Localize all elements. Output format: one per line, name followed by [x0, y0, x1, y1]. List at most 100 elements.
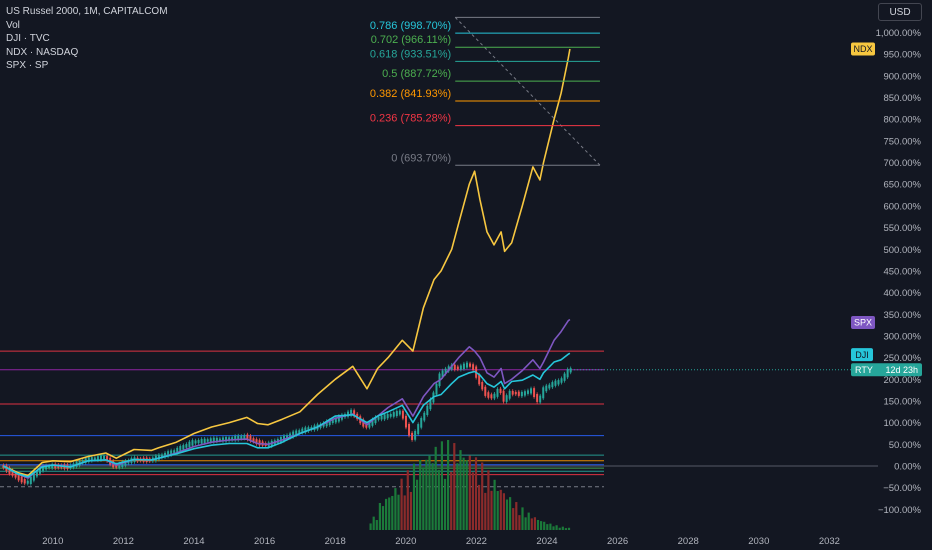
rty-candle	[182, 445, 185, 450]
rty-candle	[392, 412, 395, 417]
rty-candle	[215, 437, 218, 442]
legend-main-symbol[interactable]: US Russel 2000, 1M, CAPITALCOM	[6, 6, 168, 17]
volume-bar	[490, 490, 493, 530]
volume-bar	[403, 495, 406, 530]
rty-candle	[93, 457, 96, 460]
legend-ndx[interactable]: NDX · NASDAQ	[6, 46, 79, 58]
rty-candle	[164, 452, 167, 458]
rty-candle	[304, 427, 307, 433]
fib-trend-line	[454, 16, 601, 166]
rty-candle	[337, 415, 340, 422]
series-line-dji	[3, 352, 571, 478]
volume-bar	[471, 472, 474, 530]
rty-candle	[26, 480, 29, 484]
x-axis-tick-label: 2026	[607, 536, 628, 547]
rty-candle	[8, 467, 11, 474]
y-axis-tick-label: 750.00%	[883, 136, 921, 147]
rty-candle	[206, 439, 209, 442]
rty-candle	[347, 411, 350, 417]
y-axis-tick-label: −100.00%	[878, 505, 922, 516]
rty-candle	[14, 473, 17, 478]
volume-bar	[422, 467, 425, 530]
rty-candle	[298, 430, 301, 434]
rty-candle	[307, 427, 310, 432]
volume-bar	[478, 484, 481, 530]
volume-bar	[474, 457, 478, 530]
volume-bar	[493, 479, 496, 530]
rty-candle	[408, 423, 411, 436]
volume-bar	[443, 478, 447, 530]
rty-candle	[487, 392, 490, 398]
rty-candle	[118, 463, 121, 468]
volume-bar	[552, 526, 555, 530]
y-axis-tick-label: 550.00%	[883, 223, 921, 234]
y-axis-tick-label: 50.00%	[889, 440, 922, 451]
rty-candle	[377, 416, 380, 420]
rty-candle	[96, 456, 99, 461]
rty-candle	[45, 465, 48, 470]
rty-candle	[221, 437, 224, 442]
volume-bar	[502, 493, 505, 530]
rty-candle	[395, 410, 398, 417]
y-axis-tick-label: 500.00%	[883, 245, 921, 256]
rty-candle	[511, 390, 514, 395]
volume-bar	[437, 469, 440, 530]
volume-bar	[515, 502, 518, 530]
volume-bar	[431, 463, 434, 530]
x-axis-tick-label: 2016	[254, 536, 275, 547]
volume-bar	[546, 524, 549, 530]
volume-bar	[536, 519, 540, 530]
rty-candle	[255, 439, 258, 445]
rty-candle	[490, 394, 493, 399]
legend-spx[interactable]: SPX · SP	[6, 60, 49, 71]
volume-bar	[369, 523, 372, 530]
volume-bar	[453, 443, 456, 530]
rty-candle	[469, 363, 472, 367]
legend-volume[interactable]: Vol	[6, 19, 20, 31]
volume-bar	[409, 491, 412, 530]
legend-dji[interactable]: DJI · TVC	[6, 33, 50, 44]
rty-candle	[35, 471, 38, 477]
x-axis-tick-label: 2018	[325, 536, 346, 547]
y-axis-tick-label: 400.00%	[883, 288, 921, 299]
rty-candle	[465, 362, 468, 368]
rty-candle	[514, 391, 517, 395]
rty-candle	[560, 378, 563, 383]
rty-candle	[249, 435, 252, 442]
y-axis-tick-label: 250.00%	[883, 353, 921, 364]
volume-bar	[434, 446, 437, 530]
rty-candle	[42, 465, 45, 471]
rty-candle	[353, 410, 356, 417]
y-axis-tick-label: 700.00%	[883, 158, 921, 169]
rty-candle	[200, 438, 203, 444]
rty-candle	[328, 419, 331, 426]
currency-button[interactable]: USD	[878, 3, 922, 21]
rty-candle	[212, 437, 215, 443]
rty-candle	[170, 450, 173, 456]
y-axis-tick-label: 950.00%	[883, 50, 921, 61]
rty-candle	[252, 438, 255, 442]
rty-candle	[429, 399, 432, 410]
volume-bar	[419, 460, 422, 530]
dji-price-tag-text: DJI	[855, 350, 869, 360]
volume-bar	[481, 462, 484, 530]
fib-level-label-2: 0.618 (933.51%)	[370, 48, 451, 60]
y-axis-tick-label: 900.00%	[883, 71, 921, 82]
rty-candle	[17, 474, 20, 481]
y-axis-tick-label: 350.00%	[883, 310, 921, 321]
volume-bar	[456, 463, 459, 530]
x-axis-tick-label: 2014	[183, 536, 204, 547]
rty-candle	[160, 454, 163, 458]
volume-bar	[378, 503, 381, 530]
volume-bar	[499, 489, 502, 530]
rty-candle	[456, 366, 459, 370]
volume-bar	[428, 455, 431, 530]
rty-candle	[380, 415, 383, 420]
rty-candle	[289, 433, 292, 438]
volume-bar	[375, 520, 378, 530]
rty-candle	[167, 451, 170, 457]
rty-candle	[234, 436, 237, 441]
series-line-spx	[3, 318, 571, 479]
spx-price-tag-bg	[851, 316, 875, 330]
